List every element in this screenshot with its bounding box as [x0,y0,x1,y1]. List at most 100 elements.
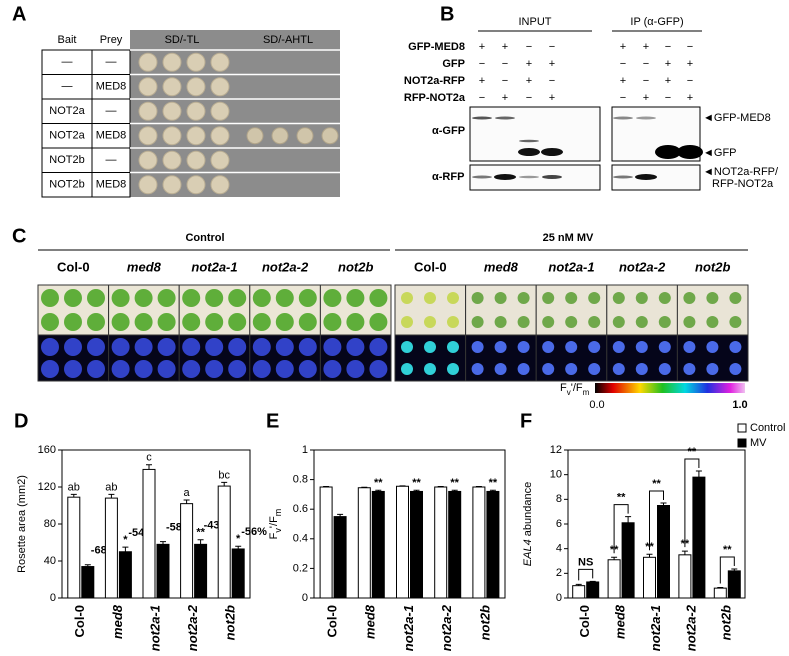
band [541,148,563,156]
table-cell: NOT2a [49,105,85,117]
sign: − [643,58,649,70]
x-tick-label: med8 [613,604,628,639]
bar [643,556,656,599]
colony [271,127,289,145]
colony [162,126,182,146]
plant-fluor [542,341,555,353]
plant-fluor [706,341,719,353]
plant-fluor [494,363,507,375]
cell [41,172,93,198]
plant [323,313,342,331]
plant [706,292,719,304]
sign: + [479,41,485,53]
plant [205,289,224,307]
sign: − [549,75,555,87]
colony [138,77,158,97]
sign: − [665,41,671,53]
plant-fluor [447,341,459,353]
cell [91,49,131,75]
plant [471,316,484,328]
error-bar [625,516,632,523]
sign: + [643,41,649,53]
label-part: F [560,382,567,394]
colony [210,175,230,195]
error-bar [197,539,204,545]
y-tick-label: 0.4 [293,533,308,545]
y-axis-label: EAL4 abundance [522,482,534,566]
sign: − [620,92,626,104]
sign: − [526,41,532,53]
plant [228,289,247,307]
colony [162,52,182,72]
plant-fluor [635,363,648,375]
sign: + [479,75,485,87]
plant [182,313,201,331]
bar [333,516,347,599]
plant-fluor [87,360,105,378]
plant [447,316,459,328]
error-bar [413,489,420,492]
y-tick-label: 0 [556,592,562,604]
band [636,116,656,120]
label-part: v [273,528,283,533]
plant [134,313,153,331]
bar [396,485,409,599]
table-cell: — [62,81,73,93]
colorbar-label: Fv'/Fm [560,382,590,397]
label-part: v [567,388,571,397]
colorbar-tick: 0.0 [589,399,604,411]
plant [111,313,130,331]
bar [727,570,741,599]
plant [346,289,365,307]
plant-fluor [41,338,59,356]
error-bar [646,553,653,558]
plant-fluor [205,338,224,356]
band [518,148,540,156]
band [519,139,539,143]
bar [118,551,132,599]
sign: − [479,92,485,104]
plant-fluor [252,338,271,356]
plant [494,292,507,304]
plant-fluor [111,360,130,378]
x-tick-label: med8 [110,604,125,639]
bracket [649,490,664,551]
plant [401,316,413,328]
y-tick-label: 40 [44,555,56,567]
cell [41,49,93,75]
plant-fluor [298,338,317,356]
plant-fluor [658,363,671,375]
bracket-label: ** [723,544,732,556]
x-tick-label: not2a-2 [683,604,698,651]
plant-fluor [134,360,153,378]
plant [64,289,82,307]
bar [180,503,194,599]
plant-fluor [612,363,625,375]
plant [369,289,388,307]
sign: + [620,41,626,53]
error-bar [695,470,702,478]
cell [91,147,131,173]
plant [275,289,294,307]
error-bar [717,587,724,589]
x-tick-label: not2a-2 [185,604,200,651]
error-bar [575,583,582,586]
row-label: GFP [442,58,465,70]
plant [517,292,530,304]
sig-label: * [123,534,128,546]
colony [321,127,339,145]
plant-fluor [64,338,82,356]
sign: − [643,75,649,87]
error-bar [489,489,496,492]
plant-fluor [87,338,105,356]
plant [298,289,317,307]
bar [621,522,635,599]
plant [517,316,530,328]
sign: − [526,92,532,104]
sign: + [526,58,532,70]
plant-fluor [157,360,176,378]
label-part: m [583,388,590,397]
sign: − [549,41,555,53]
error-bar [160,541,166,545]
